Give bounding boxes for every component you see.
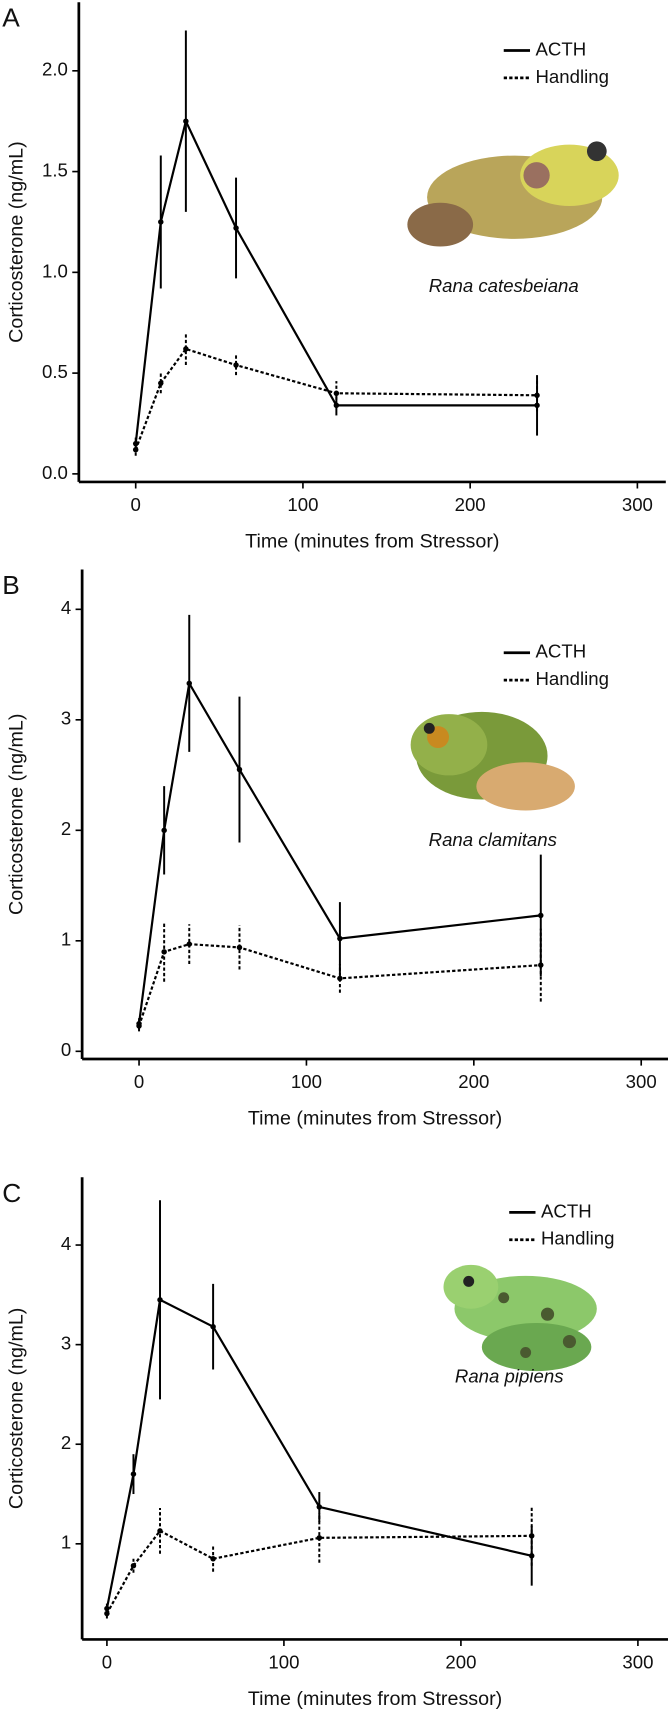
y-tick-label: 0: [61, 1039, 71, 1060]
y-tick-label: 4: [61, 1233, 71, 1254]
y-tick-label: 1.5: [42, 159, 68, 180]
data-point: [538, 912, 544, 919]
data-point: [104, 1610, 110, 1617]
data-point: [183, 118, 189, 124]
x-axis-label: Time (minutes from Stressor): [245, 530, 499, 552]
y-axis-label: Corticosterone (ng/mL): [6, 714, 28, 916]
data-point: [157, 1528, 163, 1534]
data-point: [210, 1556, 216, 1562]
data-point: [233, 362, 239, 368]
y-tick-label: 0.5: [42, 361, 68, 382]
data-point: [158, 380, 164, 386]
x-tick-label: 100: [268, 1651, 299, 1672]
x-axis-label: Time (minutes from Stressor): [248, 1107, 502, 1129]
frog-illustration: [407, 141, 619, 247]
data-point: [157, 1297, 163, 1303]
data-point: [132, 446, 139, 453]
data-point: [333, 390, 340, 396]
annotation: Rana clamitans: [429, 829, 557, 850]
data-point: [130, 1562, 137, 1569]
data-point: [186, 941, 192, 947]
data-point: [161, 949, 167, 955]
data-point: [538, 962, 544, 968]
data-point: [337, 935, 343, 942]
data-point: [130, 1471, 137, 1477]
x-tick-label: 100: [287, 494, 318, 515]
data-point: [236, 766, 243, 773]
legend-label: ACTH: [541, 1200, 592, 1221]
annotation: Rana catesbeiana: [429, 275, 579, 296]
x-tick-label: 0: [131, 494, 141, 515]
x-tick-label: 200: [458, 1071, 489, 1092]
data-point: [161, 827, 167, 834]
x-tick-label: 200: [455, 494, 486, 515]
y-tick-label: 3: [61, 1333, 71, 1354]
y-tick-label: 3: [61, 708, 71, 729]
legend-label: Handling: [535, 66, 608, 87]
series-line: [138, 943, 541, 1027]
data-point: [186, 680, 192, 687]
x-tick-label: 100: [291, 1071, 322, 1092]
panel-label: C: [2, 1178, 21, 1208]
y-tick-label: 1: [61, 929, 71, 950]
x-tick-label: 300: [622, 1651, 653, 1672]
y-tick-label: 1: [61, 1532, 71, 1553]
annotation: Rana pipiens: [455, 1366, 564, 1387]
series-line: [137, 680, 541, 1024]
series-line: [134, 117, 538, 444]
legend-label: ACTH: [535, 641, 586, 662]
x-tick-label: 0: [102, 1651, 112, 1672]
data-point: [534, 392, 540, 399]
frog-illustration: [410, 711, 575, 811]
series-line: [134, 347, 538, 451]
data-point: [104, 1605, 110, 1612]
y-tick-label: 2: [61, 1432, 71, 1453]
data-point: [233, 225, 239, 231]
legend-label: Handling: [535, 668, 608, 689]
y-axis-label: Corticosterone (ng/mL): [6, 1308, 28, 1509]
data-point: [528, 1533, 535, 1539]
x-axis-label: Time (minutes from Stressor): [248, 1688, 502, 1710]
y-axis-label: Corticosterone (ng/mL): [6, 141, 28, 343]
series-line: [105, 1529, 532, 1615]
y-tick-label: 1.0: [42, 260, 68, 281]
series-line: [105, 1298, 532, 1609]
x-tick-label: 200: [445, 1651, 476, 1672]
y-tick-label: 2: [61, 818, 71, 839]
y-tick-label: 4: [61, 597, 71, 618]
data-point: [183, 346, 189, 352]
data-point: [316, 1504, 323, 1510]
data-point: [528, 1553, 535, 1559]
panel-label: B: [2, 570, 20, 600]
data-point: [236, 944, 243, 951]
frog-illustration: [443, 1264, 597, 1372]
y-tick-label: 0.0: [42, 462, 68, 483]
data-point: [136, 1023, 142, 1029]
x-tick-label: 300: [622, 494, 653, 515]
x-tick-label: 0: [134, 1071, 144, 1092]
data-point: [337, 975, 343, 982]
legend-label: Handling: [541, 1228, 614, 1249]
data-point: [158, 219, 164, 225]
data-point: [316, 1535, 323, 1541]
y-tick-label: 2.0: [42, 59, 68, 80]
panel-label: A: [2, 3, 20, 33]
x-tick-label: 300: [626, 1071, 657, 1092]
legend-label: ACTH: [535, 38, 586, 59]
data-point: [210, 1323, 216, 1330]
